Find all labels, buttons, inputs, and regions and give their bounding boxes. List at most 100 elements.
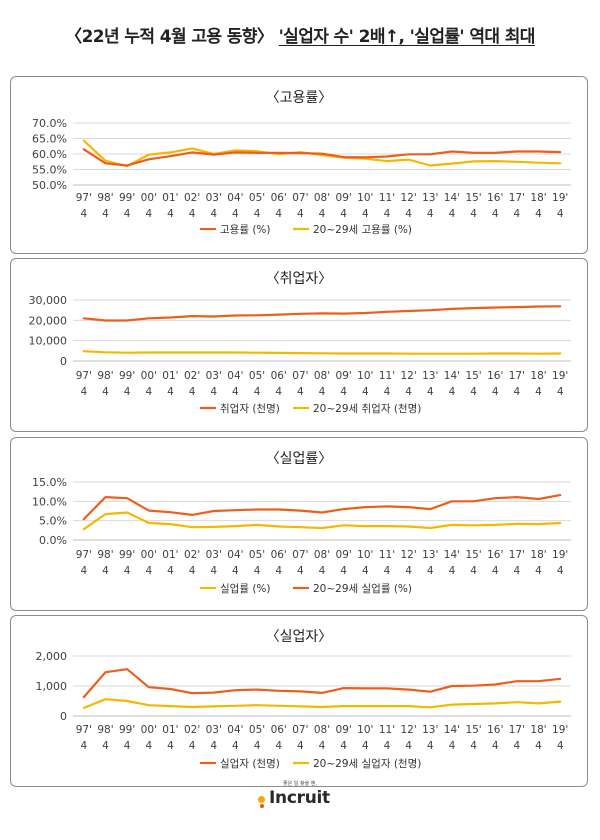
x-tick-sublabel: 4 bbox=[232, 565, 239, 577]
x-tick-label: 02' bbox=[184, 192, 200, 204]
x-tick-label: 16' bbox=[487, 724, 503, 736]
x-tick-sublabel: 4 bbox=[319, 386, 326, 398]
legend-label: 20~29세 실업률 (%) bbox=[313, 582, 412, 595]
x-tick-label: 11' bbox=[379, 549, 395, 561]
x-tick-label: 99' bbox=[119, 370, 135, 382]
x-tick-label: 18' bbox=[530, 192, 546, 204]
x-tick-label: 97' bbox=[76, 370, 92, 382]
x-tick-sublabel: 4 bbox=[297, 740, 304, 752]
x-tick-label: 15' bbox=[465, 370, 481, 382]
headline-prefix: 〈22년 누적 4월 고용 동향〉 bbox=[65, 27, 279, 47]
y-tick-label: 0.0% bbox=[39, 534, 67, 547]
x-tick-label: 03' bbox=[206, 724, 222, 736]
x-tick-label: 19' bbox=[552, 192, 568, 204]
x-tick-sublabel: 4 bbox=[514, 565, 521, 577]
chart-title: 〈고용률〉 bbox=[266, 90, 333, 106]
x-tick-sublabel: 4 bbox=[124, 740, 131, 752]
x-tick-label: 07' bbox=[292, 370, 308, 382]
x-tick-sublabel: 4 bbox=[275, 386, 282, 398]
series-line bbox=[82, 668, 562, 699]
x-tick-sublabel: 4 bbox=[470, 386, 477, 398]
x-tick-sublabel: 4 bbox=[254, 386, 261, 398]
x-tick-sublabel: 4 bbox=[254, 740, 261, 752]
y-tick-label: 70.0% bbox=[32, 117, 67, 130]
x-tick-sublabel: 4 bbox=[492, 208, 499, 220]
x-tick-sublabel: 4 bbox=[189, 386, 196, 398]
x-tick-label: 08' bbox=[314, 192, 330, 204]
x-tick-label: 01' bbox=[162, 192, 178, 204]
x-tick-label: 03' bbox=[206, 549, 222, 561]
x-tick-label: 04' bbox=[227, 724, 243, 736]
x-tick-sublabel: 4 bbox=[427, 565, 434, 577]
x-tick-label: 16' bbox=[487, 549, 503, 561]
x-tick-label: 16' bbox=[487, 192, 503, 204]
y-tick-label: 60.0% bbox=[32, 148, 67, 161]
legend-label: 취업자 (천명) bbox=[220, 402, 280, 415]
series-line bbox=[82, 698, 562, 710]
x-tick-sublabel: 4 bbox=[535, 208, 542, 220]
x-tick-label: 12' bbox=[400, 724, 416, 736]
x-tick-sublabel: 4 bbox=[254, 208, 261, 220]
x-tick-label: 07' bbox=[292, 549, 308, 561]
x-tick-label: 97' bbox=[76, 724, 92, 736]
x-tick-label: 13' bbox=[422, 370, 438, 382]
x-tick-label: 04' bbox=[227, 549, 243, 561]
x-tick-sublabel: 4 bbox=[405, 565, 412, 577]
x-tick-label: 08' bbox=[314, 549, 330, 561]
x-tick-label: 05' bbox=[249, 724, 265, 736]
x-tick-label: 99' bbox=[119, 724, 135, 736]
x-tick-label: 04' bbox=[227, 370, 243, 382]
x-tick-sublabel: 4 bbox=[80, 740, 87, 752]
x-tick-label: 05' bbox=[249, 370, 265, 382]
chart-title: 〈취업자〉 bbox=[266, 271, 333, 287]
y-tick-label: 10.0% bbox=[32, 495, 67, 508]
y-tick-label: 1,000 bbox=[36, 680, 68, 693]
x-tick-label: 10' bbox=[357, 549, 373, 561]
x-tick-label: 04' bbox=[227, 192, 243, 204]
x-tick-label: 11' bbox=[379, 192, 395, 204]
x-tick-sublabel: 4 bbox=[427, 208, 434, 220]
x-tick-sublabel: 4 bbox=[362, 565, 369, 577]
x-tick-sublabel: 4 bbox=[470, 740, 477, 752]
x-tick-sublabel: 4 bbox=[275, 208, 282, 220]
x-tick-label: 17' bbox=[509, 724, 525, 736]
x-tick-label: 14' bbox=[444, 549, 460, 561]
x-tick-sublabel: 4 bbox=[297, 386, 304, 398]
x-tick-sublabel: 4 bbox=[557, 208, 564, 220]
x-tick-label: 10' bbox=[357, 192, 373, 204]
x-tick-label: 19' bbox=[552, 370, 568, 382]
x-tick-sublabel: 4 bbox=[557, 386, 564, 398]
y-tick-label: 30,000 bbox=[29, 294, 68, 307]
x-tick-sublabel: 4 bbox=[167, 208, 174, 220]
x-tick-sublabel: 4 bbox=[80, 565, 87, 577]
chart-title: 〈실업률〉 bbox=[266, 451, 333, 467]
x-tick-sublabel: 4 bbox=[492, 386, 499, 398]
x-tick-sublabel: 4 bbox=[514, 208, 521, 220]
y-tick-label: 2,000 bbox=[36, 650, 68, 663]
y-tick-label: 0 bbox=[60, 355, 67, 368]
x-tick-sublabel: 4 bbox=[470, 565, 477, 577]
chart-unemployment-rate: 〈실업률〉0.0%5.0%10.0%15.0%97'498'499'400'40… bbox=[32, 451, 571, 595]
x-tick-sublabel: 4 bbox=[102, 208, 109, 220]
x-tick-label: 10' bbox=[357, 370, 373, 382]
legend-label: 고용률 (%) bbox=[220, 224, 271, 236]
x-tick-sublabel: 4 bbox=[254, 565, 261, 577]
x-tick-label: 12' bbox=[400, 370, 416, 382]
x-tick-sublabel: 4 bbox=[80, 208, 87, 220]
x-tick-sublabel: 4 bbox=[189, 208, 196, 220]
x-tick-label: 03' bbox=[206, 370, 222, 382]
y-tick-label: 55.0% bbox=[32, 164, 67, 177]
x-tick-sublabel: 4 bbox=[319, 208, 326, 220]
x-tick-label: 13' bbox=[422, 724, 438, 736]
x-tick-label: 18' bbox=[530, 370, 546, 382]
chart-employment-rate: 〈고용률〉 50.0% 55.0% 60.0% 65.0% 70.0% 97' 4 98' 4 99… bbox=[32, 90, 571, 236]
panel-unemployment-rate: 〈실업률〉 0.0% 5.0% 10.0% 15.0% 97' 4 98' 4 99' 4 00' 4 0… bbox=[10, 437, 588, 611]
x-tick-sublabel: 4 bbox=[145, 740, 152, 752]
x-tick-sublabel: 4 bbox=[167, 565, 174, 577]
y-tick-label: 5.0% bbox=[39, 515, 67, 528]
x-tick-sublabel: 4 bbox=[145, 386, 152, 398]
x-tick-label: 98' bbox=[97, 370, 113, 382]
x-tick-sublabel: 4 bbox=[384, 386, 391, 398]
panel-employed: 〈취업자〉 0 10,000 20,000 30,000 97' 4 98' 4 99' 4 00' 4… bbox=[10, 258, 588, 432]
x-tick-label: 97' bbox=[76, 549, 92, 561]
